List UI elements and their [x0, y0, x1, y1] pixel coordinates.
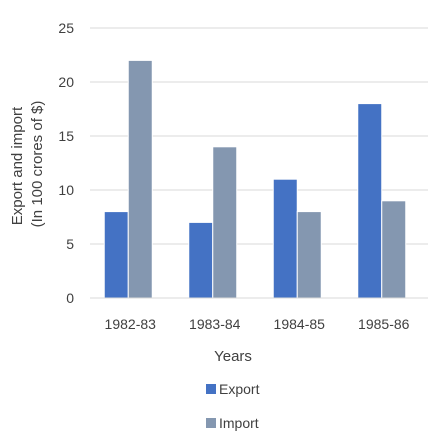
legend-swatch-import: [206, 418, 216, 428]
legend: Export Import: [206, 381, 260, 431]
bars: [103, 59, 407, 299]
x-axis-title: Years: [214, 348, 252, 365]
legend-swatch-export: [206, 384, 216, 394]
bar-import-1982-83: [127, 59, 153, 299]
bar-import-1983-84: [212, 146, 238, 299]
bar-import-1984-85: [296, 211, 322, 299]
legend-label-export: Export: [219, 381, 260, 397]
y-tick-label: 10: [58, 182, 74, 198]
y-tick-label: 0: [66, 290, 74, 306]
bar-export-1984-85: [272, 178, 298, 299]
y-tick-label: 25: [58, 20, 74, 36]
bar-export-1985-86: [357, 103, 383, 299]
y-axis-title-line-2: (In 100 crores of $): [29, 101, 46, 228]
axes: 0 5 10 15 20 25 1982-83 1983-84 1984-85 1985-86: [58, 20, 428, 332]
x-tick-label: 1985-86: [358, 316, 410, 332]
bar-export-1983-84: [188, 221, 214, 299]
bar-import-1985-86: [381, 200, 407, 299]
x-tick-label: 1984-85: [274, 316, 326, 332]
y-tick-label: 5: [66, 236, 74, 252]
bar-export-1982-83: [103, 211, 129, 299]
legend-label-import: Import: [219, 415, 259, 431]
x-tick-label: 1982-83: [105, 316, 157, 332]
y-axis-title: Export and import (In 100 crores of $): [9, 101, 46, 228]
y-tick-label: 15: [58, 128, 74, 144]
y-tick-label: 20: [58, 74, 74, 90]
x-tick-label: 1983-84: [189, 316, 241, 332]
y-axis-title-line-1: Export and import: [9, 106, 26, 225]
